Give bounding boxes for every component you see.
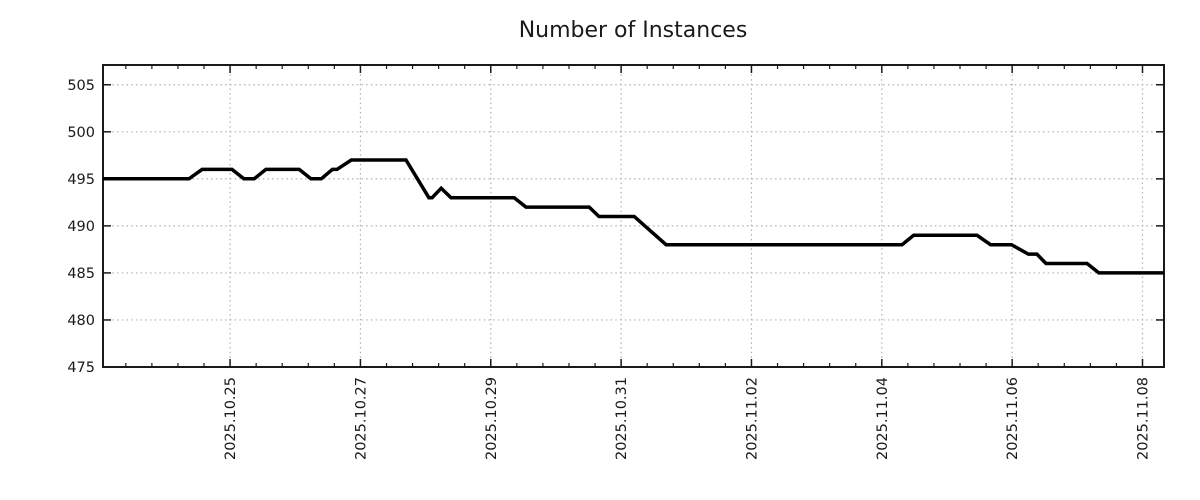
plot-border bbox=[102, 64, 1165, 368]
y-tick-label: 490 bbox=[67, 219, 95, 235]
x-tick-label: 2025.10.31 bbox=[614, 377, 630, 460]
chart-title: Number of Instances bbox=[519, 18, 748, 43]
x-tick-label: 2025.11.08 bbox=[1135, 377, 1151, 460]
plot-area: 475 480 485 490 495 500 505 2025.10.25 2025.10.2… bbox=[67, 64, 1165, 460]
series-line-instances bbox=[103, 158, 1164, 275]
x-tick-label: 2025.10.27 bbox=[353, 377, 369, 460]
y-tick-label: 505 bbox=[67, 78, 95, 94]
x-tick-label: 2025.11.04 bbox=[875, 377, 891, 460]
y-tick-label: 485 bbox=[67, 266, 95, 282]
y-tick-label: 495 bbox=[67, 172, 95, 188]
y-tick-label: 475 bbox=[67, 360, 95, 376]
x-tick-label: 2025.11.02 bbox=[744, 377, 760, 460]
x-tick-label: 2025.10.29 bbox=[484, 377, 500, 460]
y-tick-label: 480 bbox=[67, 313, 95, 329]
x-tick-label: 2025.11.06 bbox=[1005, 377, 1021, 460]
x-tick-label: 2025.10.25 bbox=[223, 377, 239, 460]
y-tick-label: 500 bbox=[67, 125, 95, 141]
